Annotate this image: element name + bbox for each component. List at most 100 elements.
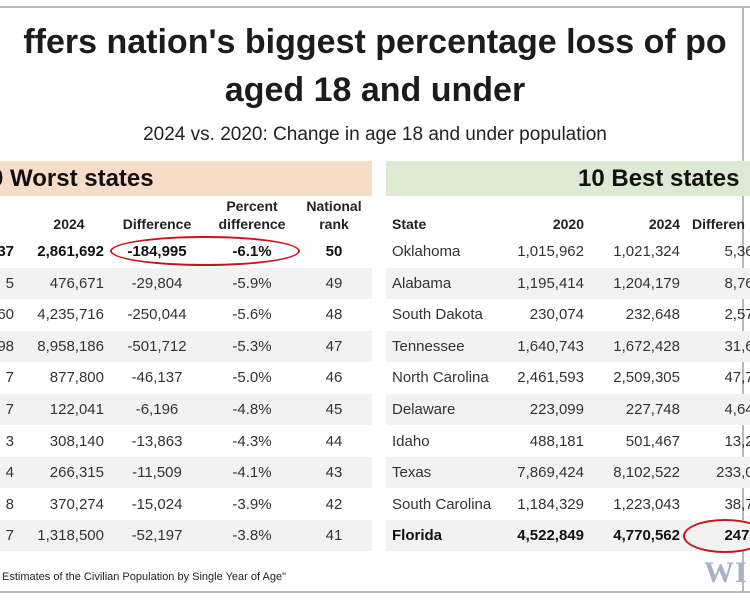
worst-cell-2020: 4 [5,464,14,482]
best-header-difference: Differen [692,216,745,232]
frame-top-border [0,6,750,8]
worst-cell-difference: -6,196 [135,401,179,418]
best-cell-2020: 1,195,414 [517,274,584,292]
subtitle: 2024 vs. 2020: Change in age 18 and unde… [143,124,607,145]
worst-cell-rank: 42 [325,495,343,513]
worst-header-rank-line1: National [306,198,362,214]
best-cell-2020: 488,181 [529,432,584,450]
worst-cell-2024: 2,861,692 [37,243,104,260]
worst-cell-difference: -13,863 [131,432,183,450]
worst-header-2024: 2024 [53,216,85,232]
worst-cell-difference: -52,197 [131,527,183,545]
best-table-row: South Carolina 1,184,329 1,223,043 38,71 [386,489,750,520]
best-states-band: 10 Best states [386,161,750,196]
best-cell-difference: 4,649 [724,401,750,418]
best-cell-2024: 232,648 [625,306,680,324]
best-cell-2020: 223,099 [529,401,584,418]
best-cell-2020: 1,184,329 [517,495,584,513]
best-cell-2024: 501,467 [625,432,680,450]
best-table-row: Texas 7,869,424 8,102,522 233,09 [386,457,750,489]
worst-cell-2024: 877,800 [49,369,104,387]
worst-table-row: 98 8,958,186 -501,712 -5.3% 47 [0,330,372,362]
worst-table-row: 4 266,315 -11,509 -4.1% 43 [0,457,372,489]
worst-cell-2020: 7 [5,527,14,545]
worst-cell-2024: 476,671 [49,274,104,292]
worst-table-row: 5 476,671 -29,804 -5.9% 49 [0,267,372,299]
highlight-oval-worst [110,236,300,266]
worst-table-row: 7 1,318,500 -52,197 -3.8% 41 [0,520,372,552]
worst-cell-difference: -250,044 [127,306,187,324]
worst-cell-rank: 45 [325,401,343,418]
worst-cell-2020: 8 [5,495,14,513]
worst-states-band: 0 Worst states [0,161,372,196]
worst-cell-2020: 5 [5,274,14,292]
best-table-row: Tennessee 1,640,743 1,672,428 31,68 [386,330,750,362]
worst-table-row: 7 122,041 -6,196 -4.8% 45 [0,394,372,425]
worst-cell-percent: -5.3% [232,337,272,355]
best-cell-state: South Carolina [392,495,492,513]
best-cell-2024: 1,223,043 [613,495,680,513]
best-cell-difference: 2,574 [724,306,750,324]
source-note: Estimates of the Civilian Population by … [2,571,286,583]
best-table-row: Delaware 223,099 227,748 4,649 [386,394,750,425]
worst-table-row: 7 877,800 -46,137 -5.0% 46 [0,362,372,393]
worst-cell-percent: -4.1% [232,464,272,482]
best-cell-difference: 5,362 [724,243,750,260]
highlight-oval-florida [683,519,750,553]
best-header-2024: 2024 [648,216,680,232]
best-header-state: State [392,216,427,232]
best-cell-state: Delaware [392,401,456,418]
worst-cell-2024: 266,315 [49,464,104,482]
worst-cell-percent: -4.3% [232,432,272,450]
worst-cell-rank: 50 [325,243,343,260]
worst-cell-rank: 47 [325,337,343,355]
best-cell-2024: 1,021,324 [613,243,680,260]
best-cell-state: Oklahoma [392,243,461,260]
frame-right-border [742,6,744,593]
worst-cell-difference: -501,712 [127,337,187,355]
best-cell-2024: 1,672,428 [613,337,680,355]
best-cell-2020: 4,522,849 [517,527,584,545]
worst-cell-2020: 60 [0,306,14,324]
best-cell-state: Florida [392,527,443,545]
worst-cell-2024: 370,274 [49,495,104,513]
best-cell-2024: 8,102,522 [613,464,680,482]
headline-line-1: ffers nation's biggest percentage loss o… [23,23,727,61]
worst-cell-difference: -29,804 [131,274,183,292]
worst-cell-percent: -5.6% [232,306,272,324]
worst-states-title: 0 Worst states [0,165,154,192]
worst-cell-2020: 37 [0,243,14,260]
worst-cell-rank: 49 [325,274,343,292]
best-table-row: Alabama 1,195,414 1,204,179 8,765 [386,267,750,299]
best-cell-2020: 1,640,743 [517,337,584,355]
worst-table-row: 3 308,140 -13,863 -4.3% 44 [0,426,372,457]
worst-cell-rank: 43 [325,464,343,482]
best-cell-2024: 1,204,179 [613,274,680,292]
worst-cell-2024: 1,318,500 [37,527,104,545]
worst-header-percent-line1: Percent [226,198,278,214]
worst-table-row: 8 370,274 -15,024 -3.9% 42 [0,489,372,520]
worst-header-percent-line2: difference [218,216,286,232]
best-cell-difference: 38,71 [724,495,750,513]
worst-cell-difference: -11,509 [132,464,182,482]
best-cell-2020: 1,015,962 [517,243,584,260]
worst-cell-2024: 122,041 [49,401,104,418]
best-cell-2024: 2,509,305 [613,369,680,387]
best-table-row: Oklahoma 1,015,962 1,021,324 5,362 [386,236,750,267]
best-cell-2020: 230,074 [529,306,584,324]
best-cell-state: South Dakota [392,306,483,324]
best-cell-2024: 227,748 [625,401,680,418]
worst-cell-2020: 3 [5,432,14,450]
worst-cell-percent: -3.9% [232,495,272,513]
frame-bottom-border [0,591,750,593]
best-cell-state: Tennessee [392,337,465,355]
worst-cell-percent: -3.8% [232,527,272,545]
best-table-row: North Carolina 2,461,593 2,509,305 47,71 [386,362,750,393]
best-cell-state: Texas [392,464,432,482]
best-table-row: Idaho 488,181 501,467 13,28 [386,426,750,457]
best-cell-difference: 8,765 [724,274,750,292]
best-cell-state: North Carolina [392,369,489,387]
worst-cell-2024: 4,235,716 [37,306,104,324]
worst-cell-2024: 308,140 [49,432,104,450]
best-cell-2020: 2,461,593 [517,369,584,387]
